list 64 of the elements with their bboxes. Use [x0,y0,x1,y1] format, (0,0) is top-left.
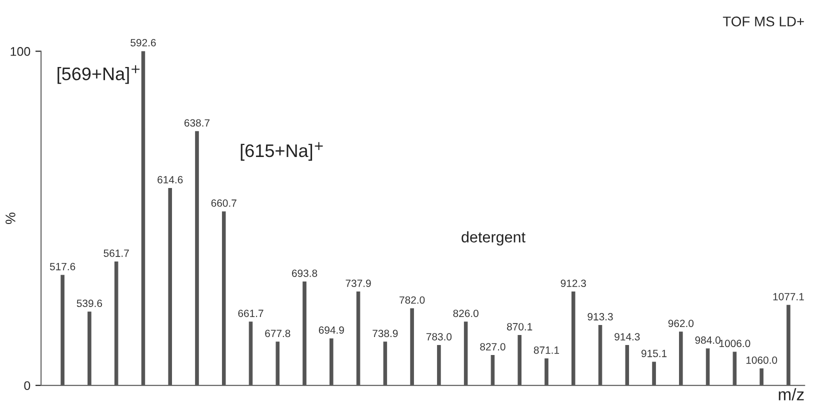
x-tick-label: 539.6 [76,300,102,308]
annotation: [569+Na]$^{+}$ [58,65,140,84]
x-tick-label: 638.7 [184,119,210,127]
bar [760,368,764,386]
bar [195,131,199,386]
bar [490,355,495,386]
x-tick-label: 1077.1 [773,292,804,300]
bar [706,348,710,386]
x-tick-label: 517.6 [50,262,76,270]
bar [518,334,522,386]
bar [356,292,360,386]
x-tick-label: 738.9 [372,330,398,338]
bar [302,282,306,386]
x-tick-label: 962.0 [668,320,694,328]
bar [598,324,602,386]
x-tick-label: 912.3 [560,280,586,287]
x-tick-label: 694.9 [318,326,344,334]
x-tick-label: 592.6 [130,39,156,46]
bar [625,345,630,386]
x-tick-label: 693.8 [292,270,318,277]
bar [679,332,683,386]
x-axis-title: m/z [778,388,804,400]
x-tick-label: 826.0 [453,310,478,318]
bar [114,261,118,386]
x-tick-label: 614.6 [158,176,183,184]
bar [276,342,280,386]
x-tick-label: 915.1 [641,350,667,358]
x-tick-label: 1060.0 [746,356,778,364]
x-tick-label: 1006.0 [720,340,750,348]
bar [330,338,334,386]
bar [141,51,146,386]
x-tick-label: 677.8 [265,330,290,338]
y-tick-label: 100 [10,47,30,56]
bar [544,358,548,386]
chart-title: TOF MS LD+ [722,16,804,26]
y-tick-label: 0 [24,381,30,390]
x-tick-label: 783.0 [426,333,452,340]
bar [248,322,253,386]
x-tick-label: 913.3 [588,313,613,320]
bar [464,322,468,386]
x-tick-label: 984.0 [695,336,720,344]
x-tick-label: 561.7 [104,250,129,257]
bar [652,362,656,386]
bar [88,312,92,386]
bar [222,211,226,386]
annotation: [615+Na]$^{+}$ [240,142,323,161]
bar [383,342,388,386]
bar [732,352,737,386]
x-tick-label: 871.1 [534,346,560,354]
bar [168,188,172,386]
bar [410,308,414,386]
x-tick-label: 737.9 [346,280,371,287]
x-tick-label: 870.1 [507,323,532,330]
x-tick-label: 661.7 [238,310,264,318]
x-tick-label: 782.0 [400,296,425,304]
bar [786,304,790,386]
x-tick-label: 660.7 [211,199,236,207]
bar [571,292,576,386]
y-axis-title: % [6,212,16,224]
x-tick-label: 827.0 [480,343,506,350]
bar [437,345,441,386]
annotation: detergent [462,231,526,246]
x-tick-label: 914.3 [614,333,640,340]
bar [60,274,64,386]
